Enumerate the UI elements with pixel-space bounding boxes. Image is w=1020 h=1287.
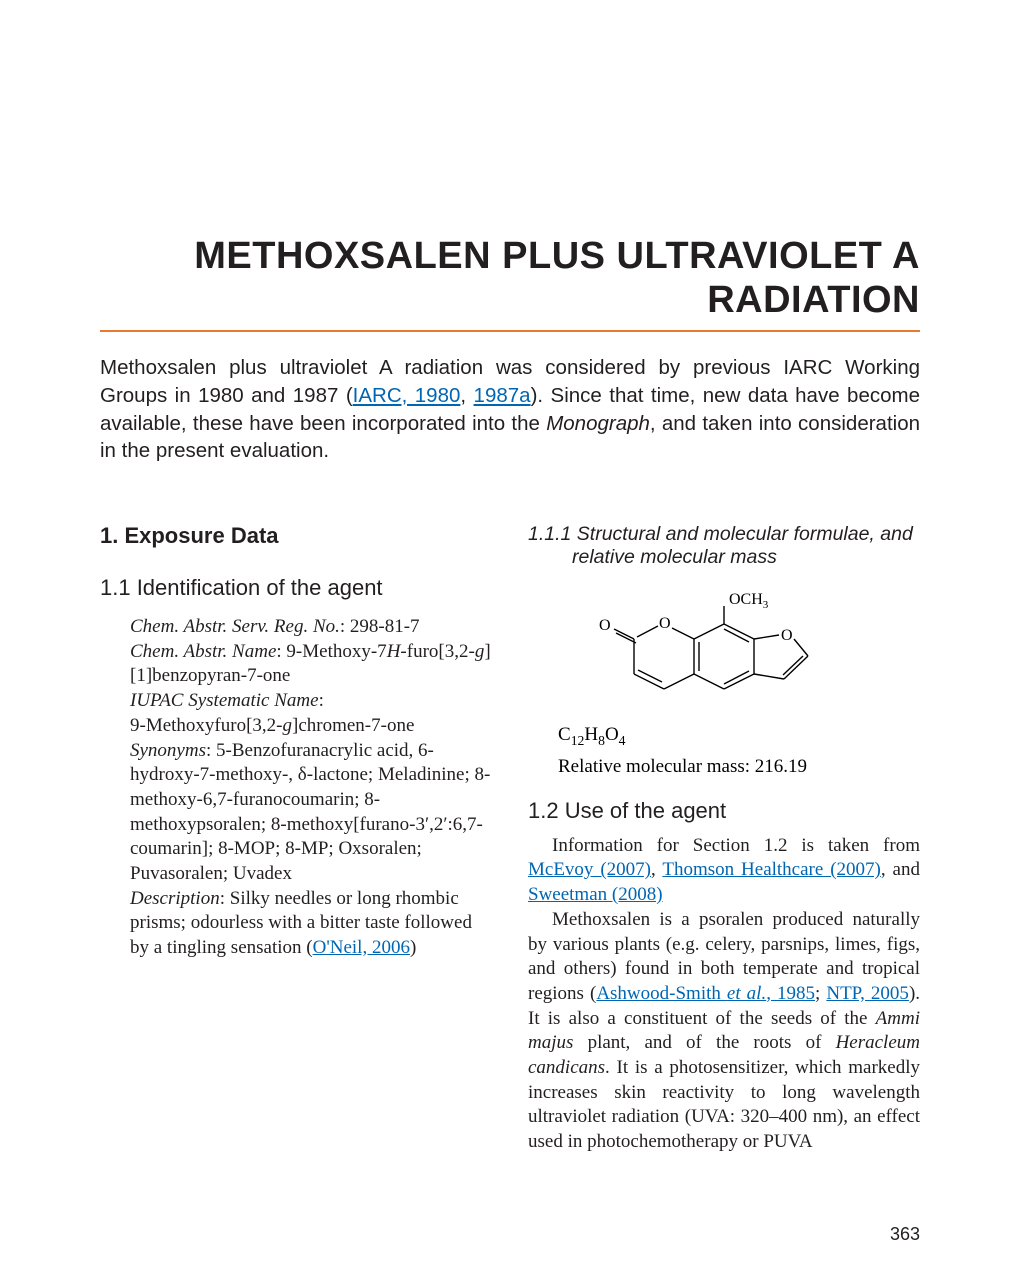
mf-12: 12 xyxy=(571,733,585,748)
ref-link-thomson-2007[interactable]: Thomson Healthcare (2007) xyxy=(662,859,881,880)
ref-link-iarc-1980[interactable]: IARC, 1980 xyxy=(353,384,461,407)
iupac-v1: 9-Methoxyfuro[3,2- xyxy=(130,715,283,736)
iupac-g: g xyxy=(283,715,293,736)
o-atom-furan: O xyxy=(781,627,793,644)
section-1-2-heading: 1.2 Use of the agent xyxy=(528,798,920,824)
intro-paragraph: Methoxsalen plus ultraviolet A radiation… xyxy=(100,354,920,465)
mf-4: 4 xyxy=(619,733,626,748)
ref-link-ntp-2005[interactable]: NTP, 2005 xyxy=(826,983,909,1004)
section-1-2-para-1: Information for Section 1.2 is taken fro… xyxy=(528,834,920,908)
ref-link-oneil-2006[interactable]: O'Neil, 2006 xyxy=(313,937,410,958)
synonyms-entry: Synonyms: 5-Benzofuranacrylic acid, 6-hy… xyxy=(130,739,492,887)
iupac-label: IUPAC Systematic Name xyxy=(130,690,319,711)
p2-l1c: , 1985 xyxy=(766,983,815,1004)
p1-pre: Information for Section 1.2 is taken fro… xyxy=(552,835,920,856)
ref-link-ashwood-smith-1985[interactable]: Ashwood-Smith et al., 1985 xyxy=(596,983,815,1004)
syn-label: Synonyms xyxy=(130,740,206,761)
desc-close: ) xyxy=(410,937,416,958)
caname-g: g xyxy=(475,641,485,662)
caname-entry: Chem. Abstr. Name: 9-Methoxy-7H-furo[3,2… xyxy=(130,640,492,689)
page-title: METHOXSALEN PLUS ULTRAVIOLET A RADIATION xyxy=(100,235,920,322)
caname-label: Chem. Abstr. Name xyxy=(130,641,276,662)
caname-v1: : 9-Methoxy-7 xyxy=(276,641,386,662)
chemical-structure-figure: O O xyxy=(528,584,920,714)
mf-C: C xyxy=(558,724,571,745)
iupac-colon: : xyxy=(319,690,324,711)
iupac-v2: ]chromen-7-one xyxy=(292,715,414,736)
h3-num: 1.1.1 xyxy=(528,523,577,545)
desc-label: Description xyxy=(130,888,220,909)
iupac-entry: IUPAC Systematic Name: 9-Methoxyfuro[3,2… xyxy=(130,689,492,738)
p1-sep: , xyxy=(651,859,662,880)
mf-O: O xyxy=(605,724,619,745)
ref-link-mcevoy-2007[interactable]: McEvoy (2007) xyxy=(528,859,651,880)
p1-sep2: , and xyxy=(881,859,920,880)
caname-H: H xyxy=(387,641,401,662)
mf-8: 8 xyxy=(598,733,605,748)
intro-sep1: , xyxy=(460,384,473,407)
title-rule xyxy=(100,330,920,332)
molecular-formula: C12H8O4 xyxy=(528,722,920,750)
right-column: 1.1.1 Structural and molecular formulae,… xyxy=(528,523,920,1155)
cas-value: : 298-81-7 xyxy=(340,616,420,637)
methoxsalen-structure-svg: O O xyxy=(574,584,874,714)
two-column-layout: 1. Exposure Data 1.1 Identification of t… xyxy=(100,523,920,1155)
och3-label: OCH3 xyxy=(729,591,769,611)
mf-H: H xyxy=(584,724,598,745)
syn-value: : 5-Benzofuranacrylic acid, 6-hydroxy-7-… xyxy=(130,740,490,884)
h3-line2: relative molecular mass xyxy=(528,546,920,569)
o-atom-carbonyl: O xyxy=(599,617,611,634)
page-number: 363 xyxy=(890,1224,920,1245)
caname-v2: -furo[3,2- xyxy=(400,641,474,662)
intro-em-monograph: Monograph xyxy=(546,412,650,435)
p2-l1b: et al. xyxy=(727,983,766,1004)
relative-molecular-mass: Relative molecular mass: 216.19 xyxy=(528,754,920,780)
section-1-2-para-2: Methoxsalen is a psoralen produced natur… xyxy=(528,908,920,1155)
description-entry: Description: Silky needles or long rhomb… xyxy=(130,887,492,961)
h3-line1: Structural and molecular formulae, and xyxy=(577,523,913,545)
ref-link-sweetman-2008[interactable]: Sweetman (2008) xyxy=(528,884,663,905)
p2-l1a: Ashwood-Smith xyxy=(596,983,727,1004)
p2-sep: ; xyxy=(815,983,826,1004)
left-column: 1. Exposure Data 1.1 Identification of t… xyxy=(100,523,492,1155)
ref-link-iarc-1987a[interactable]: 1987a xyxy=(474,384,531,407)
o-atom-lactone-ring: O xyxy=(659,615,671,632)
section-1-heading: 1. Exposure Data xyxy=(100,523,492,549)
cas-label: Chem. Abstr. Serv. Reg. No. xyxy=(130,616,340,637)
section-1-1-1-heading: 1.1.1 Structural and molecular formulae,… xyxy=(528,523,920,570)
cas-entry: Chem. Abstr. Serv. Reg. No.: 298-81-7 xyxy=(130,615,492,640)
p2-mid2: plant, and of the roots of xyxy=(573,1032,835,1053)
identification-block: Chem. Abstr. Serv. Reg. No.: 298-81-7 Ch… xyxy=(100,615,492,961)
section-1-1-heading: 1.1 Identification of the agent xyxy=(100,575,492,601)
